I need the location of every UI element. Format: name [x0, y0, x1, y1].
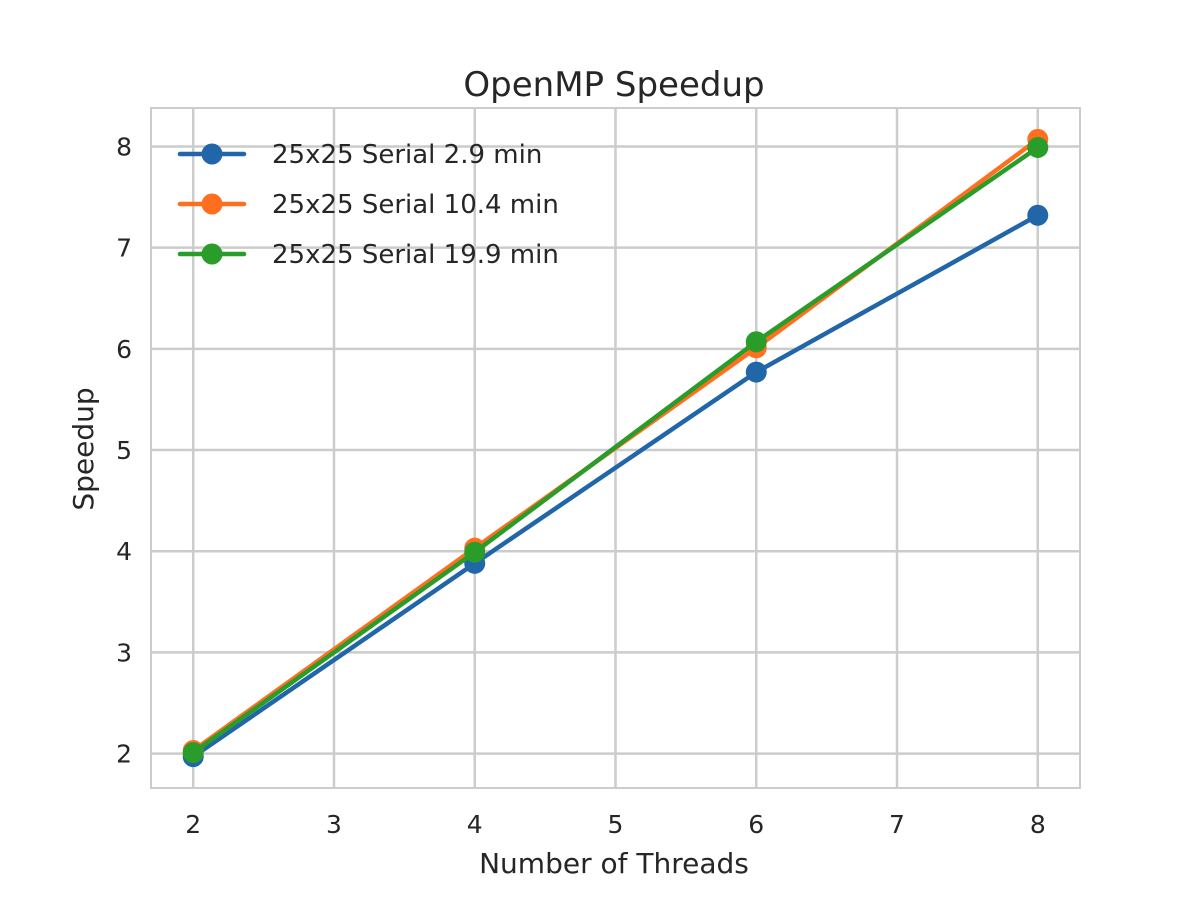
- x-tick-label-3: 5: [608, 810, 624, 839]
- y-tick-labels: 2 3 4 5 6 7 8: [116, 132, 132, 768]
- series-layer: [182, 128, 1049, 768]
- y-tick-label-6: 8: [116, 132, 132, 161]
- y-tick-label-5: 7: [116, 234, 132, 263]
- chart-title: OpenMP Speedup: [463, 65, 764, 105]
- data-point-0-2: [745, 361, 767, 383]
- data-point-2-2: [745, 331, 767, 353]
- x-axis-label: Number of Threads: [479, 847, 749, 880]
- legend: 25x25 Serial 2.9 min 25x25 Serial 10.4 mi…: [177, 140, 559, 270]
- y-tick-label-4: 6: [116, 335, 132, 364]
- x-tick-label-4: 6: [748, 810, 764, 839]
- y-tick-label-3: 5: [116, 436, 132, 465]
- grid: [151, 108, 1080, 788]
- legend-label-0: 25x25 Serial 2.9 min: [272, 140, 542, 170]
- legend-marker-0: [201, 143, 223, 165]
- x-tick-label-2: 4: [467, 810, 483, 839]
- legend-label-1: 25x25 Serial 10.4 min: [272, 190, 559, 220]
- plot-frame: [150, 107, 1081, 789]
- legend-entry-1: 25x25 Serial 10.4 min: [177, 190, 559, 220]
- y-axis-label: Speedup: [67, 387, 100, 510]
- legend-entry-2: 25x25 Serial 19.9 min: [177, 240, 559, 270]
- y-tick-label-0: 2: [116, 740, 132, 769]
- y-tick-label-2: 4: [116, 537, 132, 566]
- y-tick-label-1: 3: [116, 638, 132, 667]
- series-line-0: [190, 213, 1041, 759]
- data-point-2-0: [182, 742, 204, 764]
- legend-entry-0: 25x25 Serial 2.9 min: [177, 140, 542, 170]
- data-point-0-3: [1027, 204, 1049, 226]
- legend-label-2: 25x25 Serial 19.9 min: [272, 240, 559, 270]
- x-tick-label-1: 3: [326, 810, 342, 839]
- legend-marker-1: [201, 193, 223, 215]
- x-tick-labels: 2 3 4 5 6 7 8: [185, 810, 1045, 839]
- data-point-2-1: [464, 541, 486, 563]
- series-line-2: [190, 145, 1041, 755]
- x-tick-label-0: 2: [185, 810, 201, 839]
- x-tick-label-6: 8: [1030, 810, 1046, 839]
- legend-marker-2: [201, 243, 223, 265]
- x-tick-label-5: 7: [889, 810, 905, 839]
- series-2: [182, 136, 1049, 764]
- data-point-2-3: [1027, 136, 1049, 158]
